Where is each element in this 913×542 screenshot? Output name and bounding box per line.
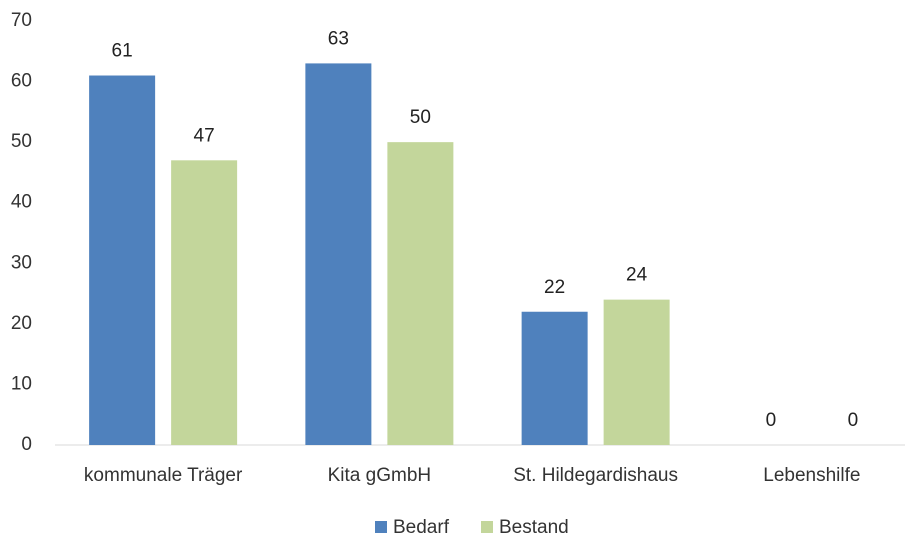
x-tick-label: St. Hildegardishaus [513,465,678,486]
legend-swatch [481,521,493,533]
y-tick-label: 10 [11,373,32,394]
data-label: 50 [410,107,431,128]
legend-swatch [375,521,387,533]
bar [171,160,238,446]
y-tick-label: 60 [11,71,32,92]
data-label: 0 [848,410,859,431]
bar [387,142,454,445]
bar [603,299,670,445]
legend-label: Bestand [499,517,569,538]
data-label: 63 [328,28,349,49]
bar [89,75,156,445]
legend-label: Bedarf [393,517,450,538]
data-label: 47 [194,125,215,146]
x-tick-label: Kita gGmbH [328,465,431,486]
x-tick-label: kommunale Träger [84,465,243,486]
y-tick-label: 30 [11,252,32,273]
y-tick-label: 20 [11,313,32,334]
data-label: 61 [112,41,133,62]
bar [305,63,372,446]
data-label: 0 [766,410,777,431]
y-tick-label: 40 [11,192,32,213]
data-label: 24 [626,265,648,286]
y-tick-label: 50 [11,131,32,152]
data-label: 22 [544,277,565,298]
y-tick-label: 70 [11,10,32,31]
bar [521,311,588,445]
y-tick-label: 0 [21,434,32,455]
x-tick-label: Lebenshilfe [763,465,860,486]
